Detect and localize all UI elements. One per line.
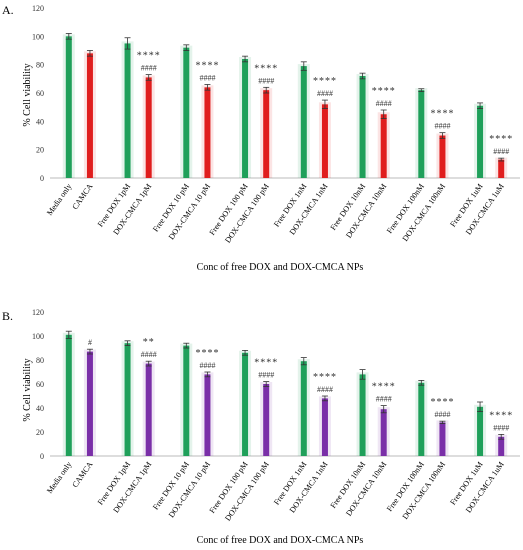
bar bbox=[359, 76, 366, 178]
significance-label: #### bbox=[493, 147, 509, 156]
significance-label: #### bbox=[376, 395, 392, 404]
significance-label: **** bbox=[313, 372, 337, 383]
significance-label: #### bbox=[434, 122, 450, 131]
bar bbox=[242, 352, 249, 456]
significance-label: #### bbox=[317, 89, 333, 98]
x-axis-title: Conc of free DOX and DOX-CMCA NPs bbox=[197, 535, 364, 546]
significance-label: **** bbox=[430, 397, 454, 408]
significance-label: **** bbox=[489, 410, 513, 421]
x-tick-label: CAMCA bbox=[70, 460, 94, 489]
y-axis-title: % Cell viability bbox=[22, 63, 33, 126]
significance-label: #### bbox=[434, 410, 450, 419]
bar bbox=[263, 384, 270, 456]
y-tick-label: 60 bbox=[36, 380, 44, 389]
significance-label: **** bbox=[254, 358, 278, 369]
bar bbox=[498, 436, 505, 456]
significance-label: # bbox=[88, 338, 92, 347]
bar bbox=[86, 53, 93, 179]
bar bbox=[183, 345, 190, 456]
bar bbox=[145, 363, 152, 456]
significance-label: ** bbox=[143, 337, 155, 348]
bar bbox=[300, 66, 307, 178]
significance-label: #### bbox=[376, 99, 392, 108]
bar bbox=[359, 374, 366, 456]
y-tick-label: 20 bbox=[36, 428, 44, 437]
significance-label: #### bbox=[493, 423, 509, 432]
y-tick-label: 60 bbox=[36, 89, 44, 98]
panel-b: B. Conc of free DOX and DOX-CMCA NPs % C… bbox=[2, 308, 520, 546]
y-tick-label: 120 bbox=[32, 308, 44, 317]
bar bbox=[439, 422, 446, 456]
significance-label: #### bbox=[199, 361, 215, 370]
x-tick-label: DOX-CMCA 1uM bbox=[464, 182, 506, 237]
x-tick-label: DOX-CMCA 10nM bbox=[344, 182, 388, 240]
significance-label: **** bbox=[254, 63, 278, 74]
panel-label: A. bbox=[2, 3, 14, 17]
x-tick-label: DOX-CMCA 1nM bbox=[288, 460, 330, 515]
bar bbox=[263, 90, 270, 178]
bar bbox=[418, 90, 425, 178]
bar bbox=[380, 409, 387, 456]
y-tick-label: 0 bbox=[40, 452, 44, 461]
y-tick-label: 80 bbox=[36, 61, 44, 70]
panel-label: B. bbox=[2, 309, 13, 323]
x-tick-label: DOX-CMCA 1uM bbox=[464, 460, 506, 515]
significance-label: #### bbox=[258, 76, 274, 85]
bar bbox=[418, 382, 425, 456]
significance-label: **** bbox=[313, 76, 337, 87]
significance-label: #### bbox=[317, 385, 333, 394]
y-tick-label: 100 bbox=[32, 332, 44, 341]
bar bbox=[145, 77, 152, 178]
bar bbox=[65, 334, 72, 456]
x-tick-label: DOX-CMCA 1pM bbox=[111, 182, 153, 237]
bar bbox=[86, 351, 93, 456]
bar bbox=[477, 105, 484, 178]
x-tick-label: CAMCA bbox=[70, 182, 94, 211]
bar bbox=[242, 59, 249, 178]
bar bbox=[300, 361, 307, 456]
y-tick-label: 120 bbox=[32, 4, 44, 13]
x-tick-label: DOX-CMCA 10nM bbox=[344, 460, 388, 518]
significance-label: **** bbox=[489, 134, 513, 145]
significance-label: #### bbox=[141, 350, 157, 359]
x-tick-label: DOX-CMCA 1pM bbox=[111, 460, 153, 515]
x-axis-title: Conc of free DOX and DOX-CMCA NPs bbox=[197, 262, 364, 273]
panel-a: A. Conc of free DOX and DOX-CMCA NPs % C… bbox=[2, 3, 520, 273]
bar bbox=[204, 374, 211, 456]
significance-label: **** bbox=[430, 109, 454, 120]
bar bbox=[498, 159, 505, 178]
bar bbox=[124, 343, 131, 456]
significance-label: **** bbox=[195, 61, 219, 72]
y-tick-label: 20 bbox=[36, 146, 44, 155]
x-tick-label: Free DOX 100nM bbox=[385, 182, 426, 235]
y-tick-label: 0 bbox=[40, 174, 44, 183]
y-tick-label: 40 bbox=[36, 117, 44, 126]
significance-label: **** bbox=[372, 382, 396, 393]
y-tick-label: 80 bbox=[36, 356, 44, 365]
y-tick-label: 40 bbox=[36, 404, 44, 413]
bar bbox=[124, 43, 131, 178]
significance-label: **** bbox=[195, 348, 219, 359]
bar bbox=[477, 406, 484, 456]
bar bbox=[65, 36, 72, 179]
significance-label: #### bbox=[199, 74, 215, 83]
bar bbox=[183, 47, 190, 178]
x-tick-label: DOX-CMCA 1nM bbox=[288, 182, 330, 237]
x-tick-label: Media only bbox=[45, 460, 73, 495]
y-tick-label: 100 bbox=[32, 32, 44, 41]
significance-label: **** bbox=[137, 51, 161, 62]
significance-label: #### bbox=[141, 64, 157, 73]
x-tick-label: Free DOX 100nM bbox=[385, 460, 426, 513]
y-axis-title: % Cell viability bbox=[22, 358, 33, 421]
bar bbox=[321, 398, 328, 456]
significance-label: **** bbox=[372, 86, 396, 97]
bar bbox=[439, 135, 446, 178]
x-tick-label: Media only bbox=[45, 182, 73, 217]
significance-label: #### bbox=[258, 371, 274, 380]
bar bbox=[321, 104, 328, 178]
bar bbox=[204, 87, 211, 178]
bar bbox=[380, 114, 387, 178]
